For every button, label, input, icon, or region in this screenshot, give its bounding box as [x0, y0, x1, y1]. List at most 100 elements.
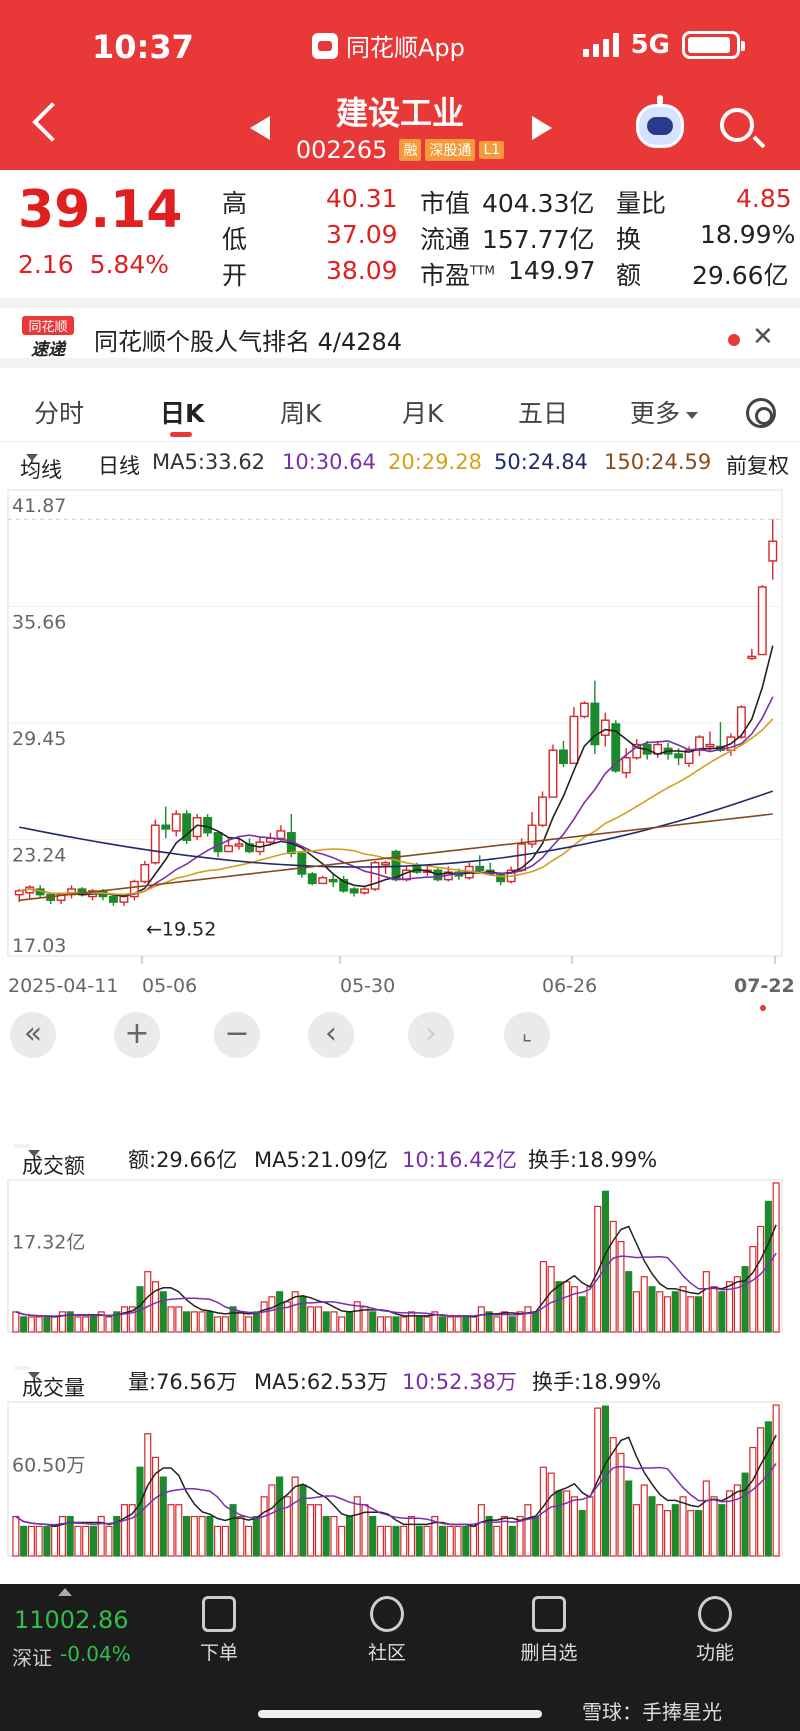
bar	[43, 1525, 51, 1557]
bar	[477, 1504, 485, 1557]
y-tick-label: 29.45	[12, 728, 66, 750]
bar	[415, 1316, 423, 1333]
tab-timeshare[interactable]: 分时	[34, 399, 85, 428]
zoom-in-icon[interactable]: +	[114, 1012, 160, 1058]
ma-line-ma20	[19, 718, 774, 896]
ma-line	[15, 1224, 777, 1318]
expand-icon[interactable]	[58, 1588, 72, 1596]
volume-ma5-label: MA5:62.53万	[254, 1370, 389, 1394]
amount-chart[interactable]: 17.32亿	[0, 1172, 800, 1342]
bar	[578, 1296, 586, 1333]
bar	[20, 1525, 28, 1557]
adjust-label[interactable]: 前复权	[726, 454, 789, 478]
robot-assistant-icon[interactable]	[636, 95, 684, 148]
bar	[663, 1296, 672, 1333]
bar	[314, 1306, 322, 1333]
open-value: 38.09	[326, 256, 398, 285]
bar	[159, 1291, 167, 1333]
popularity-banner[interactable]: 同花顺 速递 同花顺个股人气排名 4/4284 ✕	[0, 298, 800, 368]
candle	[119, 895, 129, 903]
ma-line	[15, 1462, 777, 1526]
bar	[516, 1515, 524, 1557]
volume-select[interactable]: 成交量	[14, 1366, 85, 1400]
bar	[245, 1316, 253, 1333]
ths-fast-logo: 同花顺 速递	[22, 316, 74, 360]
candle	[370, 862, 380, 890]
amount-value: 29.66亿	[692, 261, 789, 290]
bar	[392, 1316, 400, 1333]
tab-weekly-k[interactable]: 周K	[280, 399, 322, 428]
bar	[120, 1306, 129, 1333]
amount-select[interactable]: 成交额	[14, 1144, 85, 1178]
bar	[710, 1496, 718, 1557]
bar	[733, 1276, 741, 1333]
bar	[632, 1504, 641, 1557]
settings-icon[interactable]	[746, 398, 776, 428]
candle	[234, 843, 244, 847]
bar	[128, 1504, 136, 1557]
index-value[interactable]: 11002.86	[14, 1606, 129, 1634]
bar	[330, 1515, 338, 1557]
tab-five-day[interactable]: 五日	[518, 399, 569, 428]
bar	[671, 1291, 679, 1333]
bar	[175, 1504, 183, 1557]
tab-more[interactable]: 更多	[630, 394, 699, 430]
bar	[376, 1316, 385, 1333]
volratio-value: 4.85	[736, 184, 792, 213]
volume-chart[interactable]: 60.50万	[0, 1394, 800, 1566]
index-name: 深证	[12, 1646, 52, 1670]
ma-line-ma150	[19, 813, 773, 902]
kline-chart[interactable]: 41.87 35.66 29.45 23.24 17.03 40.31→ ←19.52 202…	[0, 480, 800, 1100]
bar	[144, 1271, 152, 1333]
candle	[611, 723, 621, 772]
bar	[307, 1504, 315, 1557]
bar	[74, 1525, 82, 1557]
price-change: 2.16 5.84%	[18, 250, 169, 279]
bar	[144, 1433, 152, 1557]
bar	[586, 1286, 594, 1333]
fullscreen-icon[interactable]: ⌞	[504, 1012, 550, 1058]
candle	[475, 865, 485, 871]
header: 10:37 同花顺App 5G 建设工业 002265 融 深股通 L1	[0, 0, 800, 170]
nav-community[interactable]: 社区	[332, 1596, 442, 1665]
bar	[276, 1291, 284, 1333]
bar	[586, 1496, 594, 1557]
bar	[702, 1271, 710, 1333]
home-indicator[interactable]	[258, 1710, 542, 1718]
index-change: -0.04%	[60, 1642, 131, 1666]
quote-panel: 39.14 2.16 5.84% 高 40.31 低 37.09 开 38.09…	[0, 170, 800, 298]
bar	[446, 1525, 454, 1557]
watermark: 雪球：手捧星光	[582, 1700, 722, 1724]
nav-functions[interactable]: 功能	[660, 1596, 770, 1665]
ma20-label: 20:29.28	[388, 450, 482, 474]
nav-remove-watchlist[interactable]: 删自选	[494, 1596, 604, 1665]
bar	[283, 1496, 291, 1557]
status-right: 5G	[582, 30, 745, 60]
bar	[113, 1515, 121, 1557]
pe-value: 149.97	[508, 256, 596, 285]
bar	[338, 1525, 346, 1557]
change-percent: 5.84%	[89, 250, 169, 279]
collapse-icon[interactable]: «	[10, 1012, 56, 1058]
candle	[538, 796, 547, 826]
prev-stock-icon[interactable]	[250, 116, 270, 140]
community-icon	[370, 1596, 404, 1632]
scroll-left-icon[interactable]: ‹	[308, 1012, 354, 1058]
turnover-value: 18.99%	[700, 220, 796, 249]
zoom-out-icon[interactable]: −	[214, 1012, 260, 1058]
close-icon[interactable]: ✕	[752, 322, 774, 352]
bar	[656, 1291, 664, 1333]
nav-order[interactable]: 下单	[164, 1596, 274, 1665]
bar	[524, 1504, 532, 1557]
scroll-right-icon[interactable]: ›	[408, 1012, 454, 1058]
tab-indicator	[170, 432, 192, 437]
search-icon[interactable]	[720, 108, 754, 142]
bar	[718, 1504, 726, 1557]
bar	[508, 1525, 516, 1557]
next-stock-icon[interactable]	[532, 116, 552, 140]
float-value: 157.77亿	[482, 225, 595, 254]
tab-daily-k[interactable]: 日K	[160, 399, 205, 428]
tab-monthly-k[interactable]: 月K	[402, 399, 444, 428]
bar	[206, 1515, 214, 1557]
tag-level: L1	[479, 141, 505, 159]
